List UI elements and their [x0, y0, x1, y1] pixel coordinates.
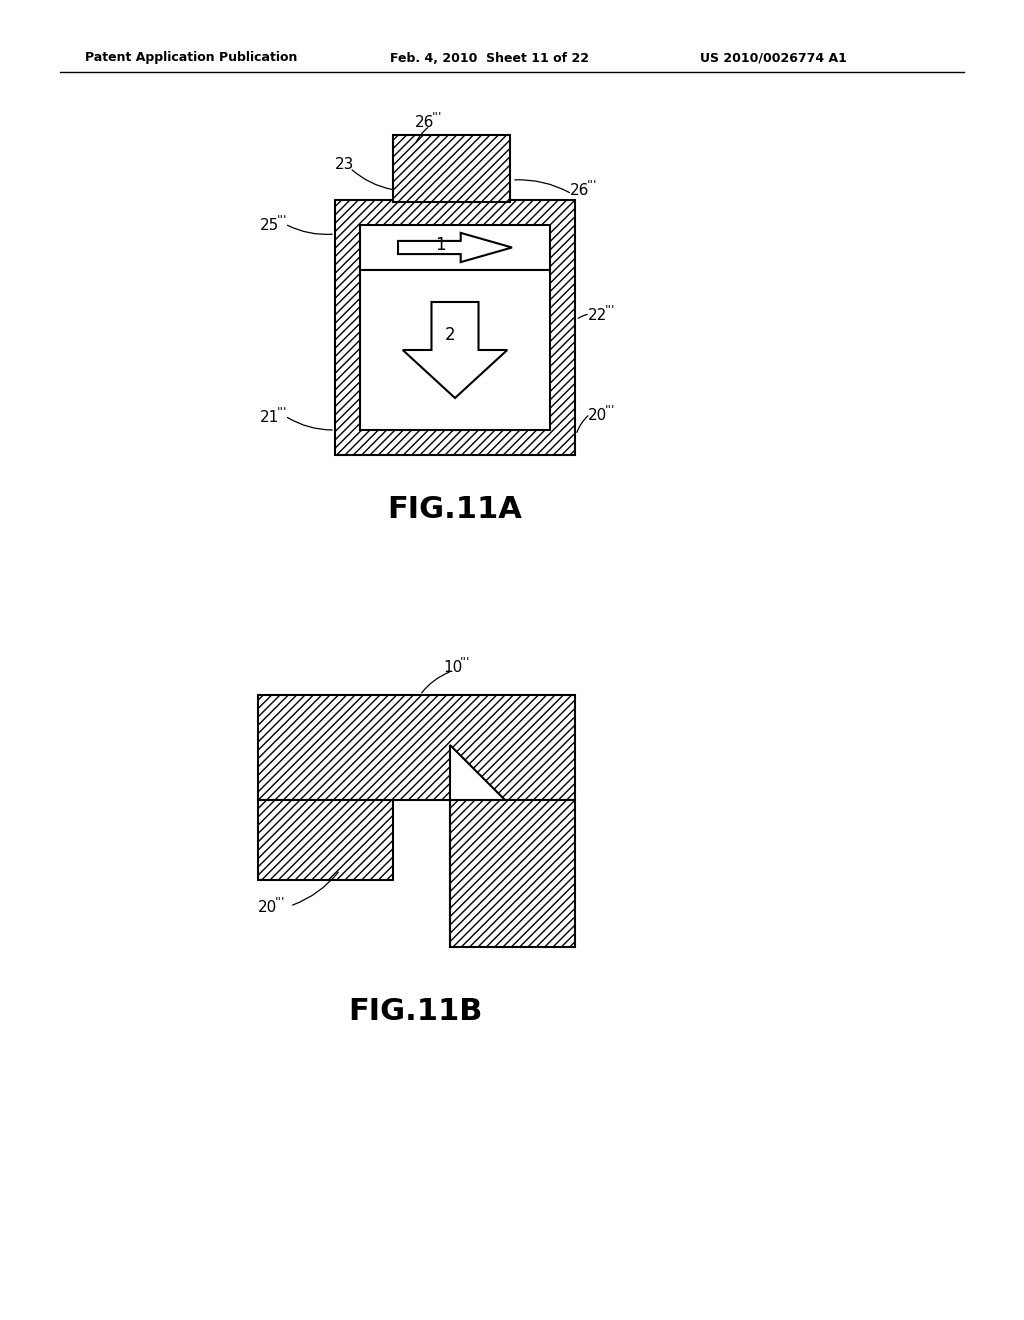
Text: ''': '''	[460, 656, 470, 669]
Polygon shape	[398, 232, 512, 263]
Text: ''': '''	[278, 407, 288, 418]
Text: 25: 25	[260, 218, 280, 234]
Text: ''': '''	[278, 214, 288, 227]
Text: 23: 23	[335, 157, 354, 172]
Bar	[258, 696, 575, 800]
Text: 21: 21	[260, 411, 280, 425]
Text: 26: 26	[570, 183, 590, 198]
Text: 26: 26	[415, 115, 434, 129]
Text: US 2010/0026774 A1: US 2010/0026774 A1	[700, 51, 847, 65]
Bar	[393, 135, 510, 202]
Polygon shape	[402, 302, 507, 399]
Text: ''': '''	[432, 111, 442, 124]
Text: Feb. 4, 2010  Sheet 11 of 22: Feb. 4, 2010 Sheet 11 of 22	[390, 51, 589, 65]
Bar	[335, 201, 575, 455]
Text: 20: 20	[588, 408, 607, 422]
Text: ''': '''	[587, 180, 597, 191]
Bar	[258, 800, 393, 880]
Text: ''': '''	[605, 304, 615, 317]
Text: ''': '''	[605, 404, 615, 417]
Text: 2: 2	[444, 326, 456, 345]
Text: 10: 10	[443, 660, 462, 675]
Text: 20: 20	[258, 900, 278, 915]
Text: ''': '''	[275, 896, 286, 909]
Text: FIG.11B: FIG.11B	[348, 998, 482, 1027]
Bar	[450, 800, 575, 946]
Bar	[360, 271, 550, 430]
Text: 1: 1	[434, 235, 445, 253]
Text: 22: 22	[588, 308, 607, 323]
Polygon shape	[450, 744, 505, 800]
Text: FIG.11A: FIG.11A	[387, 495, 522, 524]
Text: Patent Application Publication: Patent Application Publication	[85, 51, 297, 65]
Bar	[360, 224, 550, 271]
